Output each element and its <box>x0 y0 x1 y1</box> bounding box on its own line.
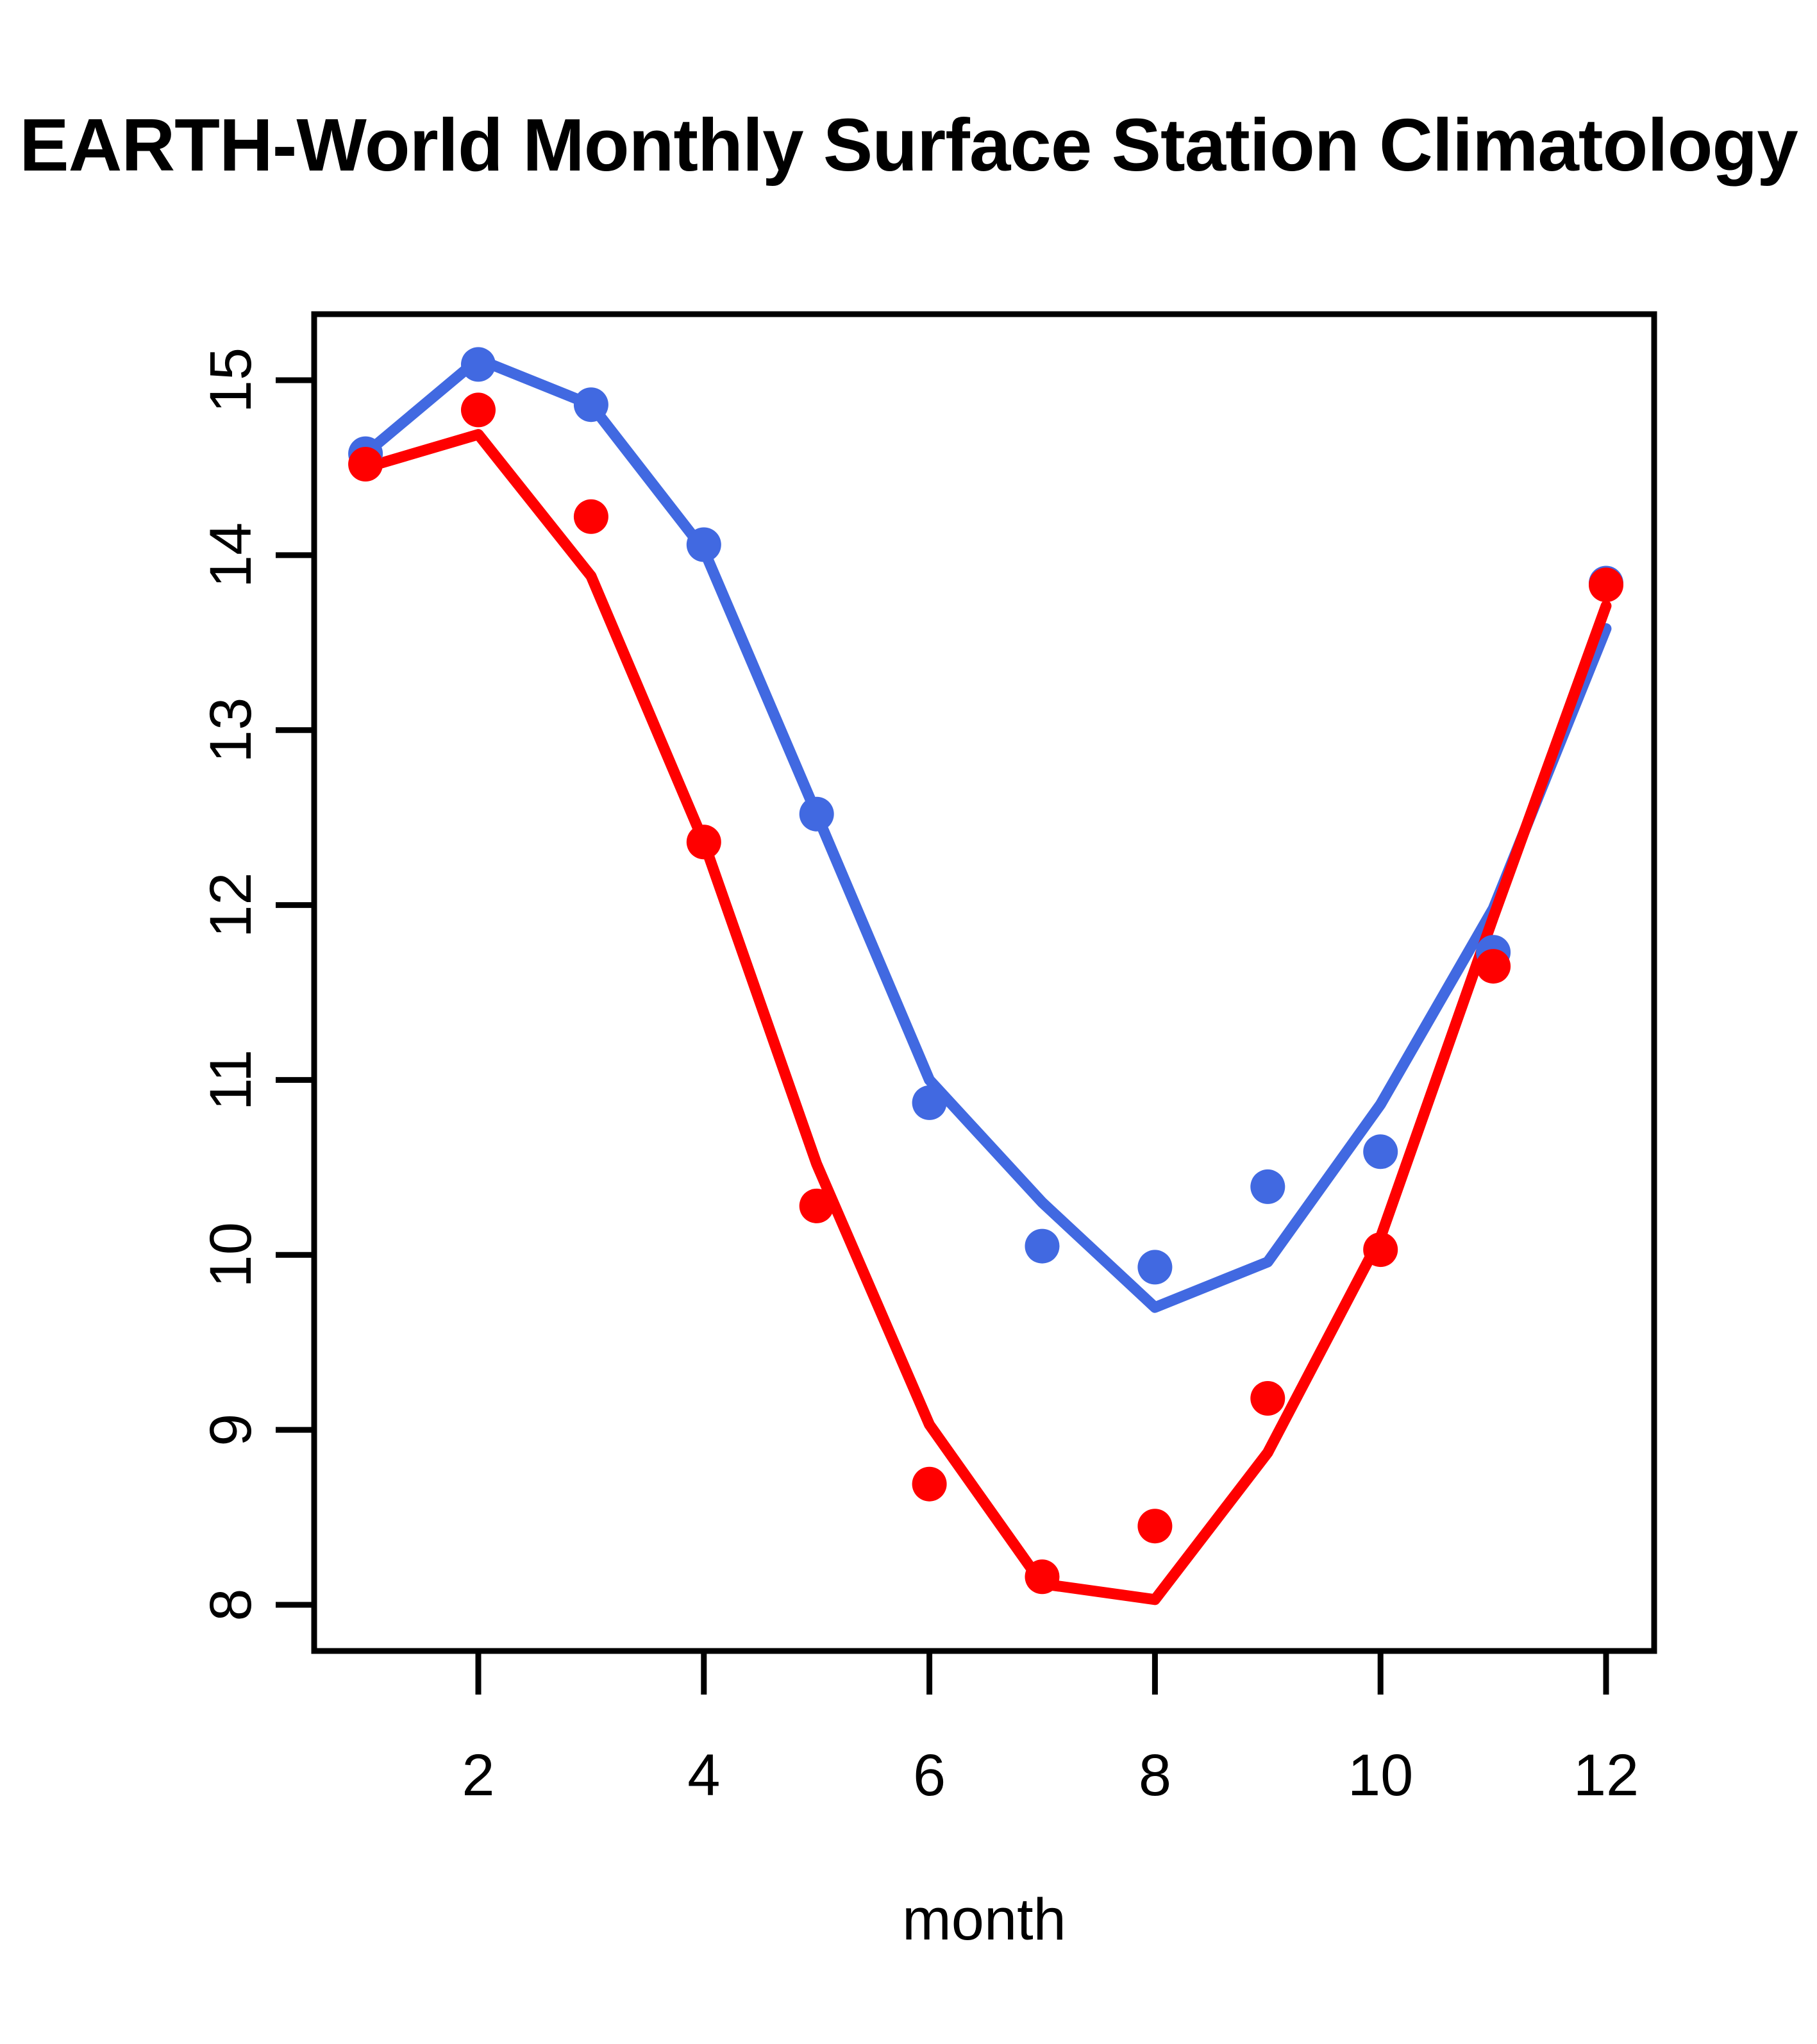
x-tick-label: 12 <box>1573 1743 1639 1808</box>
data-point-blue-points <box>573 387 608 423</box>
x-axis-title: month <box>902 1887 1066 1952</box>
data-point-blue-points <box>1363 1134 1398 1169</box>
series-lines-group <box>360 353 1612 1605</box>
data-point-red-points <box>1250 1381 1285 1416</box>
y-tick-label: 10 <box>198 1222 264 1287</box>
x-axis-ticks <box>475 1651 1609 1695</box>
data-point-red-points <box>799 1188 834 1223</box>
data-point-red-points <box>1589 567 1623 603</box>
data-point-blue-points <box>1025 1228 1060 1264</box>
data-point-blue-points <box>686 527 721 562</box>
data-point-red-points <box>461 392 496 428</box>
data-point-red-points <box>1025 1559 1060 1595</box>
data-point-red-points <box>573 499 608 534</box>
y-tick-label: 15 <box>198 348 264 413</box>
x-tick-label: 2 <box>462 1743 494 1808</box>
x-axis-tick-labels: 2 4 6 8 10 12 <box>462 1743 1639 1808</box>
series-points-group <box>348 347 1623 1595</box>
series-line-blue-line <box>360 353 1612 1313</box>
y-tick-label: 12 <box>198 872 264 937</box>
data-point-red-points <box>348 447 383 482</box>
y-tick-label: 9 <box>198 1414 264 1446</box>
data-point-red-points <box>686 825 721 860</box>
data-point-blue-points <box>461 347 496 382</box>
chart-title: EARTH-World Monthly Surface Station Clim… <box>19 103 1798 187</box>
series-line-red-line <box>360 429 1612 1605</box>
x-tick-label: 8 <box>1139 1743 1171 1808</box>
data-point-blue-points <box>1250 1169 1285 1204</box>
y-axis-ticks <box>276 377 314 1608</box>
x-tick-label: 10 <box>1348 1743 1413 1808</box>
y-tick-label: 8 <box>198 1588 264 1621</box>
data-point-red-points <box>912 1466 947 1502</box>
data-point-red-points <box>1137 1509 1173 1544</box>
data-point-red-points <box>1476 949 1511 984</box>
y-tick-label: 14 <box>198 523 264 588</box>
x-tick-label: 6 <box>913 1743 946 1808</box>
data-point-red-points <box>1363 1232 1398 1268</box>
data-point-blue-points <box>799 796 834 832</box>
y-tick-label: 13 <box>198 698 264 763</box>
data-point-blue-points <box>912 1085 947 1120</box>
x-tick-label: 4 <box>687 1743 720 1808</box>
data-point-blue-points <box>1137 1250 1173 1285</box>
y-axis-tick-labels: 8 9 10 11 12 13 14 15 <box>198 348 264 1621</box>
y-tick-label: 11 <box>198 1050 264 1111</box>
